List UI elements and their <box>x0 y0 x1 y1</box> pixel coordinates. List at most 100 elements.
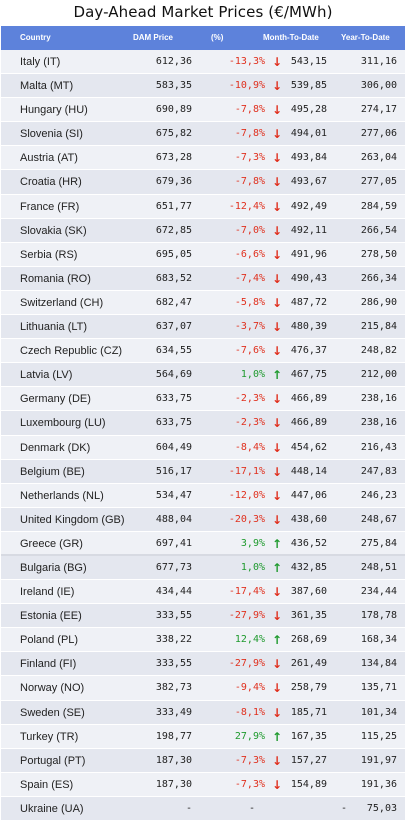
country-cell[interactable]: Luxembourg (LU) <box>20 417 106 430</box>
month-to-date-cell: 493,84 <box>290 152 327 164</box>
dam-price-cell: 683,52 <box>155 272 192 284</box>
country-cell[interactable]: Bulgaria (BG) <box>20 561 87 574</box>
year-to-date-cell: 277,06 <box>360 128 397 140</box>
country-cell[interactable]: Romania (RO) <box>20 272 91 285</box>
country-cell[interactable]: Belgium (BE) <box>20 465 85 478</box>
arrow-up-icon: ↑ <box>271 729 283 744</box>
column-header-year-to-date[interactable]: Year-To-Date <box>341 33 390 42</box>
arrow-down-icon: ↓ <box>271 151 283 166</box>
percent-change-cell: -3,7% <box>234 321 265 333</box>
month-to-date-cell: 268,69 <box>290 634 327 646</box>
year-to-date-cell: 274,17 <box>360 104 397 116</box>
price-table: Italy (IT) 612,36 -13,3% ↓ 543,15 311,16 Malta… <box>1 50 405 821</box>
country-cell[interactable]: Slovenia (SI) <box>20 128 83 141</box>
country-cell[interactable]: Poland (PL) <box>20 634 79 647</box>
country-cell[interactable]: Ireland (IE) <box>20 586 75 599</box>
column-header-country[interactable]: Country <box>20 33 51 42</box>
country-cell[interactable]: Estonia (EE) <box>20 610 82 623</box>
country-cell[interactable]: Portugal (PT) <box>20 754 86 767</box>
dam-price-cell: 612,36 <box>155 56 192 67</box>
arrow-down-icon: ↓ <box>271 440 283 455</box>
country-cell[interactable]: France (FR) <box>20 200 80 213</box>
country-cell[interactable]: Italy (IT) <box>20 56 61 68</box>
table-row: Latvia (LV) 564,69 1,0% ↑ 467,75 212,00 <box>1 363 405 388</box>
month-to-date-cell: 466,89 <box>290 417 327 429</box>
table-row: Estonia (EE) 333,55 -27,9% ↓ 361,35 178,78 <box>1 604 405 629</box>
dam-price-cell: 651,77 <box>155 200 192 212</box>
table-row: Hungary (HU) 690,89 -7,8% ↓ 495,28 274,17 <box>1 98 405 123</box>
country-cell[interactable]: Sweden (SE) <box>20 706 85 719</box>
percent-change-cell: -7,8% <box>234 104 265 116</box>
year-to-date-cell: 277,05 <box>360 176 397 188</box>
dam-price-cell: - <box>185 802 192 814</box>
year-to-date-cell: 284,59 <box>360 200 397 212</box>
table-row: Norway (NO) 382,73 -9,4% ↓ 258,79 135,71 <box>1 676 405 701</box>
dam-price-cell: 604,49 <box>155 441 192 453</box>
country-cell[interactable]: Lithuania (LT) <box>20 321 88 334</box>
country-cell[interactable]: Hungary (HU) <box>20 104 88 117</box>
dam-price-cell: 675,82 <box>155 128 192 140</box>
column-header-dam-price[interactable]: DAM Price <box>132 33 173 42</box>
country-cell[interactable]: Switzerland (CH) <box>20 296 104 309</box>
month-to-date-cell: 438,60 <box>290 513 327 525</box>
column-header-percent[interactable]: (%) <box>211 33 224 42</box>
country-cell[interactable]: Greece (GR) <box>20 537 83 550</box>
month-to-date-cell: 543,15 <box>290 56 327 67</box>
dam-price-cell: 583,35 <box>155 80 192 92</box>
year-to-date-cell: 191,36 <box>360 778 397 790</box>
year-to-date-cell: 306,00 <box>360 80 397 92</box>
country-cell[interactable]: Norway (NO) <box>20 682 85 695</box>
percent-change-cell: -2,3% <box>234 417 265 429</box>
table-row: Malta (MT) 583,35 -10,9% ↓ 539,85 306,00 <box>1 74 405 99</box>
year-to-date-cell: 75,03 <box>366 802 397 814</box>
year-to-date-cell: 247,83 <box>360 465 397 477</box>
month-to-date-cell: 491,96 <box>290 248 327 260</box>
month-to-date-cell: 185,71 <box>290 706 327 718</box>
year-to-date-cell: 248,82 <box>360 345 397 357</box>
country-cell[interactable]: Croatia (HR) <box>20 176 82 189</box>
month-to-date-cell: 487,72 <box>290 296 327 308</box>
percent-change-cell: -7,6% <box>234 345 265 357</box>
column-header-month-to-date[interactable]: Month-To-Date <box>263 33 319 42</box>
arrow-down-icon: ↓ <box>271 199 283 214</box>
month-to-date-cell: 167,35 <box>290 730 327 742</box>
table-row: Poland (PL) 338,22 12,4% ↑ 268,69 168,34 <box>1 628 405 653</box>
arrow-up-icon: ↑ <box>271 633 283 648</box>
arrow-down-icon: ↓ <box>271 295 283 310</box>
arrow-down-icon: ↓ <box>271 609 283 624</box>
dam-price-cell: 333,55 <box>155 658 192 670</box>
country-cell[interactable]: Germany (DE) <box>20 393 91 406</box>
arrow-up-icon: ↑ <box>271 560 283 575</box>
country-cell[interactable]: Turkey (TR) <box>20 730 79 743</box>
country-cell[interactable]: United Kingdom (GB) <box>20 513 125 526</box>
country-cell[interactable]: Austria (AT) <box>20 152 78 165</box>
country-cell[interactable]: Netherlands (NL) <box>20 489 104 502</box>
arrow-down-icon: ↓ <box>271 392 283 407</box>
country-cell[interactable]: Czech Republic (CZ) <box>20 345 123 358</box>
month-to-date-cell: 432,85 <box>290 561 327 573</box>
percent-change-cell: -7,4% <box>234 272 265 284</box>
arrow-down-icon: ↓ <box>271 416 283 431</box>
table-row: Slovenia (SI) 675,82 -7,8% ↓ 494,01 277,06 <box>1 122 405 147</box>
percent-change-cell: 1,0% <box>240 369 265 381</box>
country-cell[interactable]: Serbia (RS) <box>20 248 78 261</box>
year-to-date-cell: 212,00 <box>360 369 397 381</box>
dam-price-cell: 637,07 <box>155 321 192 333</box>
country-cell[interactable]: Denmark (DK) <box>20 441 91 454</box>
country-cell[interactable]: Ukraine (UA) <box>20 802 84 815</box>
table-row: United Kingdom (GB) 488,04 -20,3% ↓ 438,60 24… <box>1 507 405 532</box>
country-cell[interactable]: Slovakia (SK) <box>20 224 87 237</box>
year-to-date-cell: 234,44 <box>360 586 397 598</box>
country-cell[interactable]: Finland (FI) <box>20 658 77 671</box>
dam-price-cell: 697,41 <box>155 537 192 549</box>
table-row: Turkey (TR) 198,77 27,9% ↑ 167,35 115,25 <box>1 724 405 749</box>
country-cell[interactable]: Malta (MT) <box>20 80 74 93</box>
arrow-down-icon: ↓ <box>271 512 283 527</box>
table-row: Slovakia (SK) 672,85 -7,0% ↓ 492,11 266,54 <box>1 218 405 243</box>
country-cell[interactable]: Spain (ES) <box>20 778 74 791</box>
table-row: Greece (GR) 697,41 3,9% ↑ 436,52 275,84 <box>1 531 405 556</box>
percent-change-cell: -6,6% <box>234 248 265 260</box>
year-to-date-cell: 101,34 <box>360 706 397 718</box>
country-cell[interactable]: Latvia (LV) <box>20 369 73 382</box>
table-row: Netherlands (NL) 534,47 -12,0% ↓ 447,06 246,2… <box>1 483 405 508</box>
